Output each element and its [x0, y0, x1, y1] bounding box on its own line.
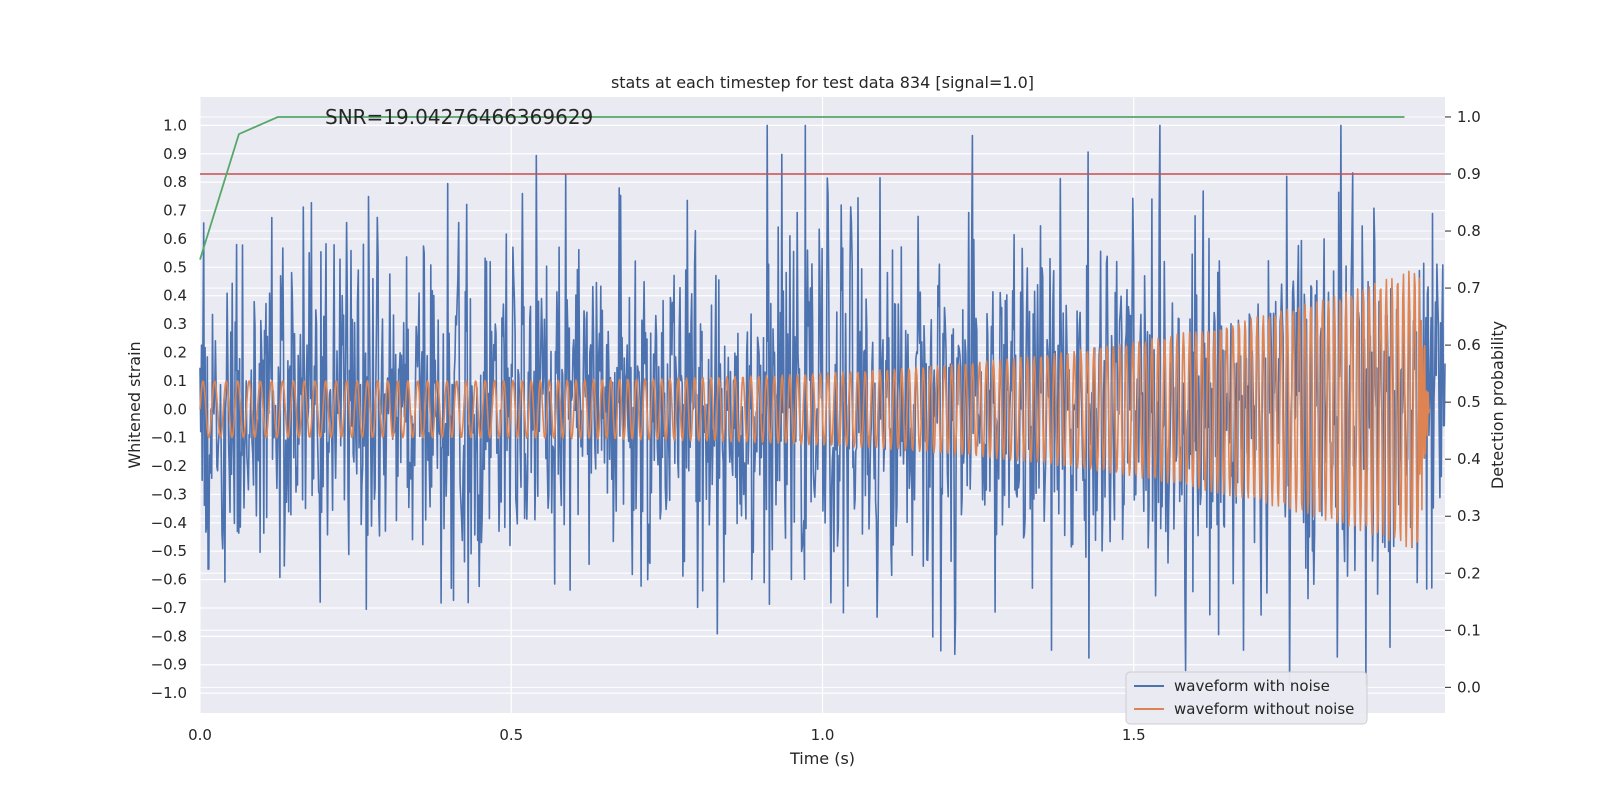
series-detection-probability	[199, 116, 1405, 260]
y2-tick-label: 0.3	[1457, 507, 1481, 525]
y2-tick-label: 0.4	[1457, 450, 1481, 468]
chart-title: stats at each timestep for test data 834…	[611, 73, 1034, 92]
y2-axis-label: Detection probability	[1488, 321, 1507, 489]
legend: waveform with noise waveform without noi…	[1125, 671, 1368, 725]
plot-area	[199, 97, 1446, 713]
x-axis-label: Time (s)	[789, 749, 855, 768]
axes: 0.0 0.5 1.0 1.5 1.0 0.9 0.8 0.7 0.6 0.5 0.4 0.3 0.2 0…	[151, 108, 1481, 744]
y-tick-label: −0.7	[151, 599, 187, 617]
y-tick-label: 0.8	[163, 173, 187, 191]
legend-label-noisy: waveform with noise	[1174, 677, 1330, 695]
y-tick-label: 0.7	[163, 202, 187, 220]
x-tick-label: 0.0	[188, 726, 212, 744]
y-axis-label: Whitened strain	[125, 341, 144, 468]
y2-tick-label: 1.0	[1457, 108, 1481, 126]
legend-box	[1125, 671, 1368, 725]
y-tick-label: 1.0	[163, 116, 187, 134]
y2-tick-label: 0.7	[1457, 279, 1481, 297]
y-tick-label: −0.1	[151, 429, 187, 447]
y-tick-label: 0.6	[163, 230, 187, 248]
legend-label-clean: waveform without noise	[1174, 700, 1354, 718]
y-tick-label: −0.9	[151, 656, 187, 674]
x-tick-label: 1.5	[1122, 726, 1146, 744]
snr-annotation: SNR=19.04276466369629	[325, 105, 593, 129]
y-tick-label: 0.1	[163, 372, 187, 390]
y-tick-label: 0.9	[163, 145, 187, 163]
y-tick-label: −0.4	[151, 514, 187, 532]
y2-tick-label: 0.5	[1457, 393, 1481, 411]
y-tick-label: −0.5	[151, 542, 187, 560]
series-waveform-without-noise	[199, 270, 1431, 548]
y2-tick-label: 0.1	[1457, 621, 1481, 639]
y-tick-label: −0.8	[151, 627, 187, 645]
y2-tick-label: 0.6	[1457, 336, 1481, 354]
y-tick-label: −0.3	[151, 485, 187, 503]
y2-tick-label: 0.2	[1457, 564, 1481, 582]
y2-tick-label: 0.8	[1457, 222, 1481, 240]
y-tick-label: −1.0	[151, 684, 187, 702]
y-tick-label: 0.2	[163, 343, 187, 361]
y2-tick-label: 0.0	[1457, 678, 1481, 696]
y2-tick-label: 0.9	[1457, 165, 1481, 183]
y-tick-label: 0.5	[163, 258, 187, 276]
x-tick-label: 1.0	[811, 726, 835, 744]
y-tick-label: −0.2	[151, 457, 187, 475]
y-tick-label: 0.0	[163, 400, 187, 418]
y-tick-label: 0.4	[163, 287, 187, 305]
y-tick-label: −0.6	[151, 571, 187, 589]
x-tick-label: 0.5	[499, 726, 523, 744]
series-layer	[199, 116, 1446, 686]
y-tick-label: 0.3	[163, 315, 187, 333]
